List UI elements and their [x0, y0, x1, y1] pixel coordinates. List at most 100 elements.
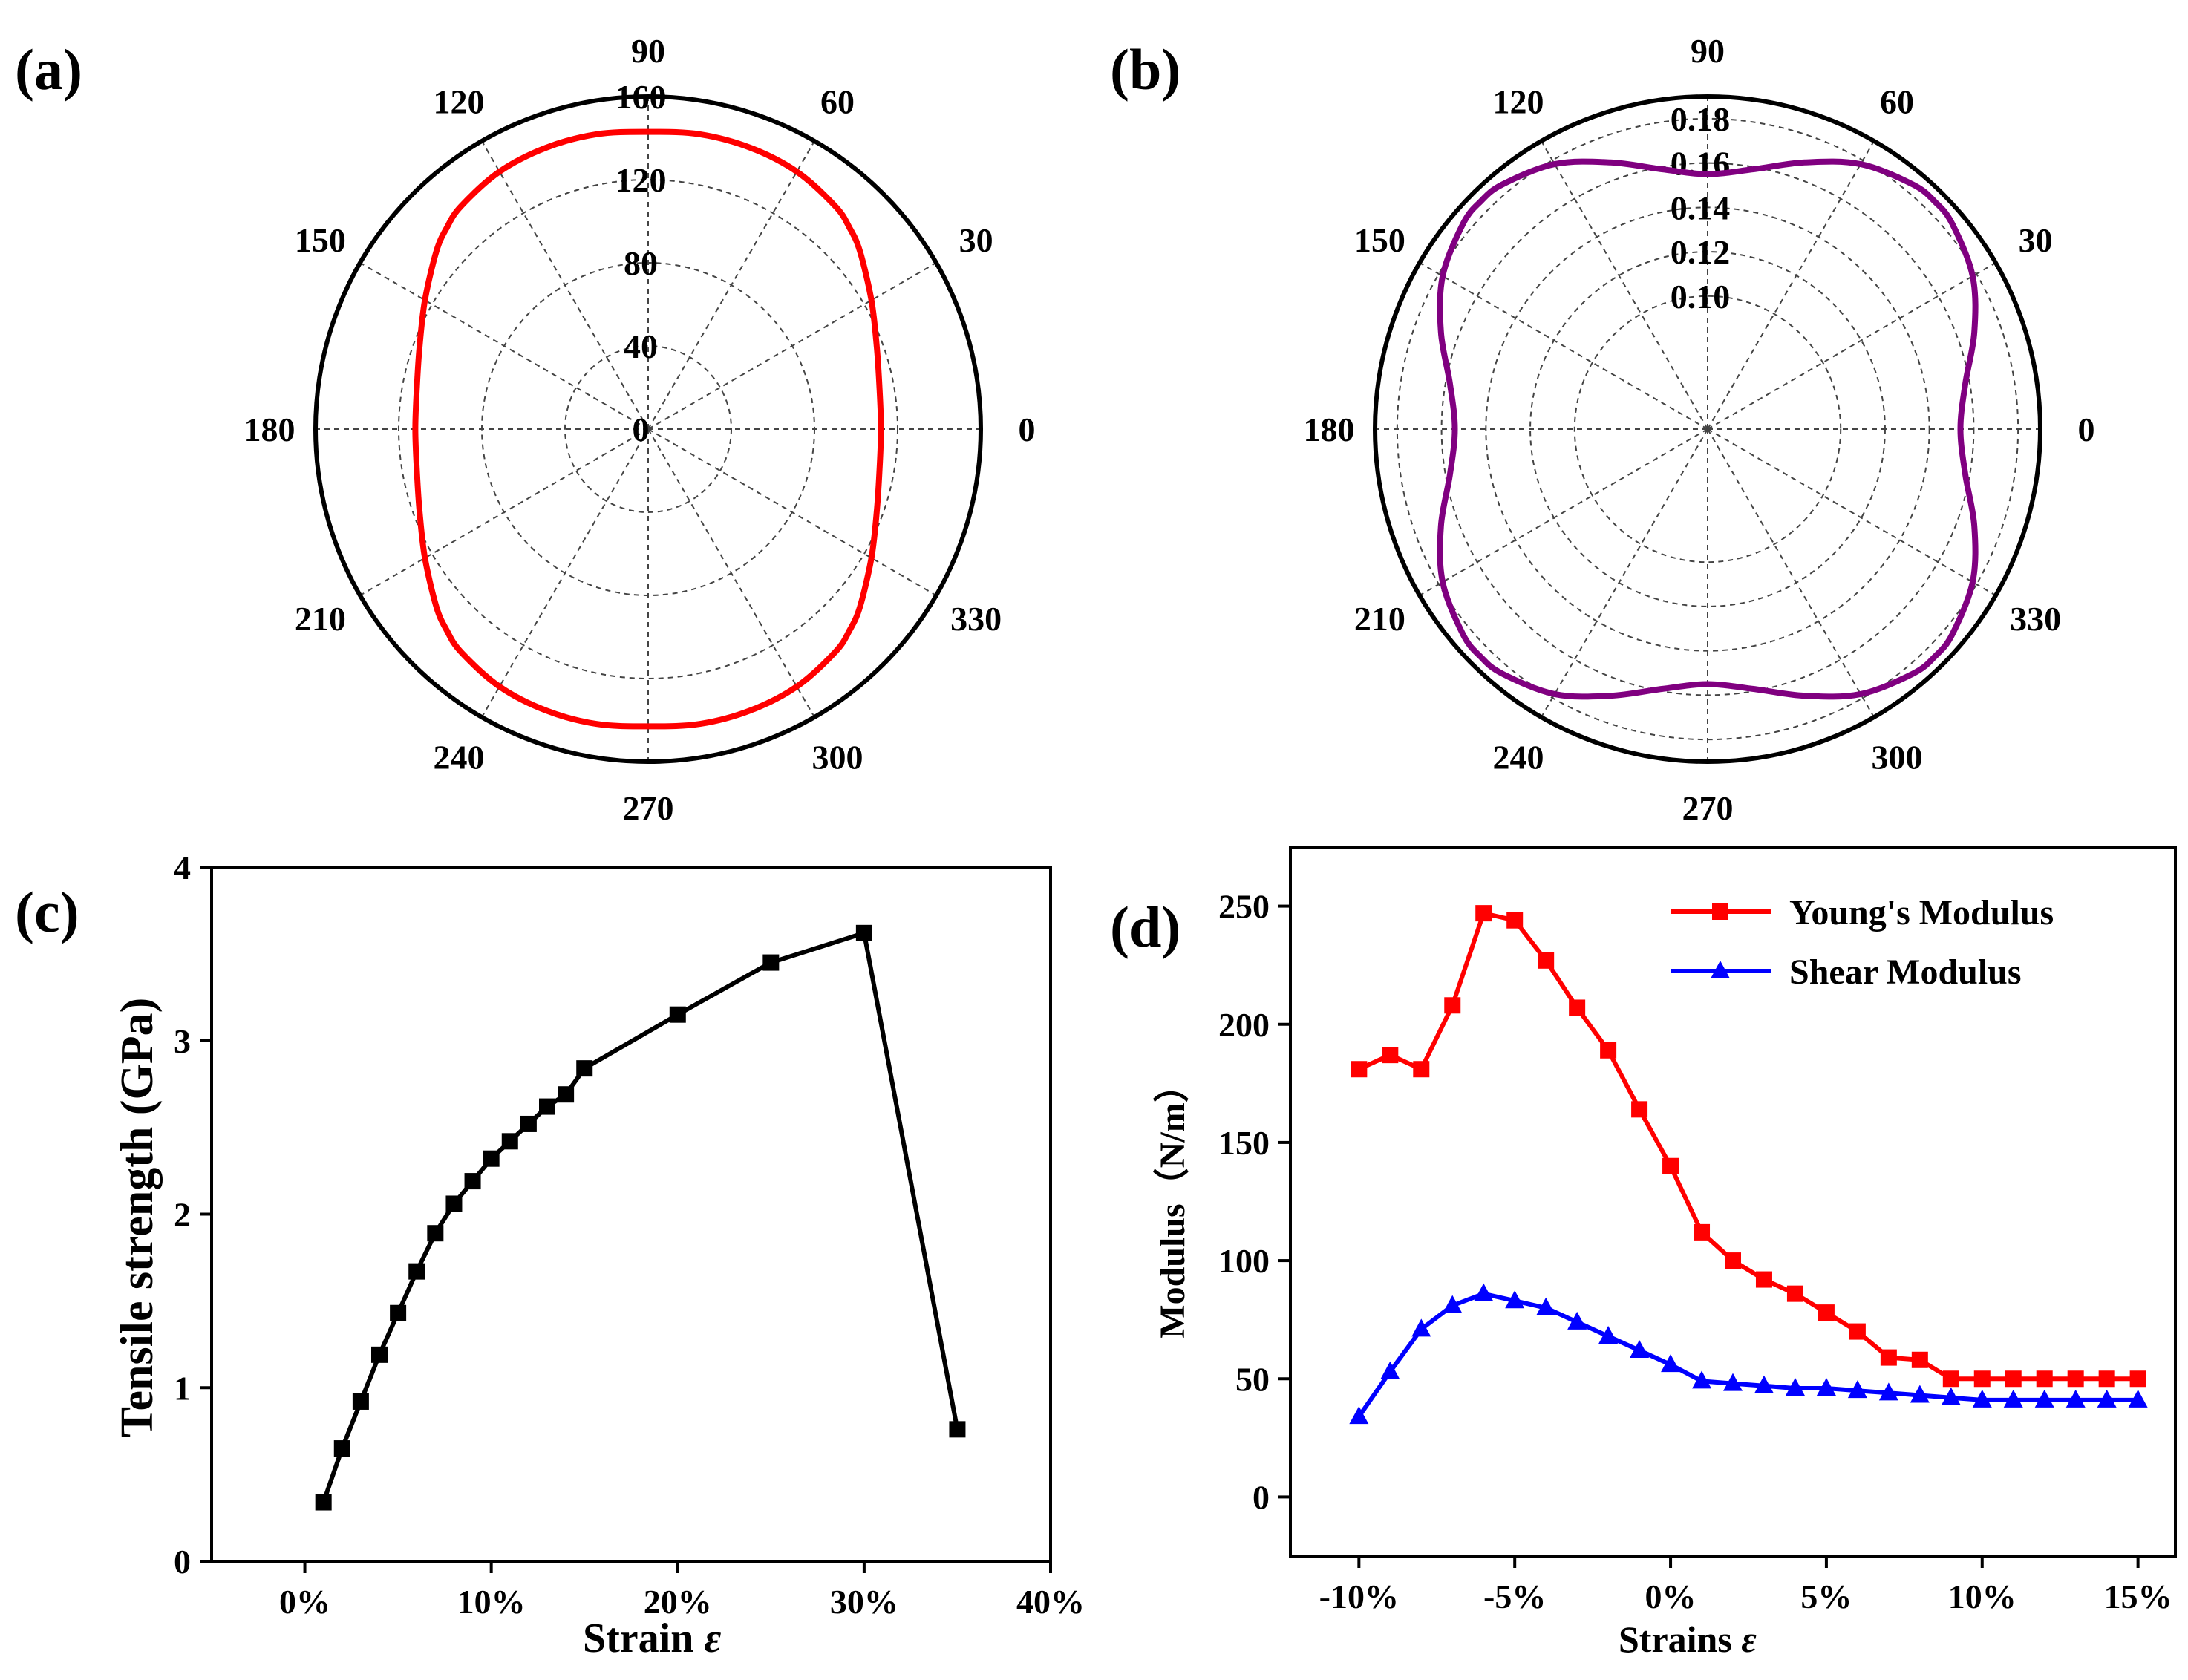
line-chart-d: -10% -5% 0% 5% 10% 15% 0 50 100 150 200 250 Strains … [1153, 846, 2177, 1660]
data-point-triangle [1536, 1297, 1556, 1315]
polar-angle-label: 210 [295, 600, 346, 638]
x-axis-label: Strains ε [1619, 1618, 1757, 1660]
data-point-triangle [1380, 1361, 1400, 1379]
data-point-square [371, 1346, 388, 1363]
data-point-triangle [1443, 1295, 1463, 1313]
x-axis-label: Strain ε [583, 1615, 721, 1661]
data-point-triangle [2003, 1389, 2023, 1408]
polar-spoke [359, 262, 649, 430]
data-point-square [1662, 1157, 1679, 1174]
polar-spoke [1707, 428, 1875, 718]
polar-spoke [1419, 262, 1708, 430]
data-point-square [1694, 1223, 1711, 1241]
data-point-triangle [1847, 1380, 1867, 1399]
data-point-triangle [1972, 1389, 1992, 1408]
data-point-square [669, 1006, 686, 1023]
polar-angle-label: 0 [1019, 411, 1036, 448]
panel-label-c: (c) [15, 880, 79, 944]
polar-angle-label: 60 [820, 82, 855, 120]
data-point-triangle [1723, 1373, 1743, 1391]
polar-angle-label: 90 [1691, 32, 1725, 70]
line-chart-c: 0% 10% 20% 30% 40% 0 1 2 3 4 Strain ε Tensile stren… [112, 849, 1085, 1661]
polar-spoke [647, 140, 815, 430]
data-point-triangle [1411, 1318, 1431, 1337]
y-axis-label: Modulus（N/m） [1153, 1067, 1192, 1338]
x-axis-label-text: Strains [1619, 1618, 1741, 1660]
x-tick-label: 10% [457, 1583, 526, 1621]
panel-label-d: (d) [1110, 895, 1180, 959]
plot-frame [1289, 846, 2177, 1558]
data-point-square [1911, 1351, 1928, 1368]
polar-spoke [1541, 428, 1708, 718]
data-point-square [1631, 1101, 1648, 1118]
data-point-square [2067, 1370, 2084, 1388]
data-point-square [1786, 1285, 1803, 1302]
x-tick-label: -5% [1483, 1578, 1546, 1615]
data-point-square [445, 1195, 463, 1212]
polar-spoke [1541, 140, 1708, 430]
polar-angle-label: 60 [1880, 82, 1914, 120]
polar-angle-label: 0 [2078, 411, 2095, 448]
data-point-triangle [1567, 1311, 1587, 1330]
data-point-square [576, 1060, 593, 1077]
y-tick-label: 0 [174, 1543, 191, 1581]
x-tick-label: -10% [1319, 1578, 1399, 1615]
polar-spoke [481, 140, 649, 430]
polar-grid-circle [1485, 206, 1930, 652]
polar-angle-label: 180 [1304, 411, 1355, 448]
x-axis-label-symbol: ε [704, 1615, 721, 1661]
data-point-square [483, 1150, 500, 1167]
y-tick-label: 250 [1218, 888, 1270, 926]
x-axis-label-text: Strain [583, 1615, 704, 1661]
data-point-square [1506, 912, 1524, 929]
polar-spoke [1419, 428, 1708, 596]
polar-angle-label: 330 [2010, 600, 2061, 638]
data-point-triangle [1349, 1406, 1369, 1425]
y-tick-label: 50 [1235, 1360, 1270, 1398]
data-point-square [464, 1173, 481, 1190]
polar-radial-label: 0.12 [1671, 233, 1731, 271]
data-point-square [1818, 1304, 1835, 1321]
polar-angle-label: 270 [623, 789, 674, 827]
data-point-triangle [1661, 1354, 1681, 1373]
data-point-triangle [2034, 1389, 2054, 1408]
panel-label-a: (a) [15, 37, 82, 102]
polar-spoke [647, 428, 937, 596]
y-tick-label: 4 [174, 849, 191, 886]
polar-angle-label: 150 [295, 221, 346, 259]
data-point-triangle [1816, 1377, 1836, 1396]
data-point-square [762, 954, 780, 971]
data-point-square [539, 1098, 555, 1115]
data-point-triangle [2065, 1389, 2086, 1408]
data-point-square [520, 1115, 537, 1132]
data-point-square [1973, 1370, 1991, 1388]
data-point-square [1444, 997, 1461, 1014]
polar-grid-circle [1573, 295, 1842, 563]
y-axis-label: Tensile strength (GPa) [112, 998, 163, 1437]
polar-outer-circle [313, 94, 983, 764]
data-point-triangle [1754, 1375, 1774, 1393]
polar-grid-circle [1440, 162, 1975, 696]
y-tick-label: 200 [1218, 1006, 1270, 1044]
data-point-square [501, 1133, 518, 1150]
x-tick-label: 10% [1948, 1578, 2016, 1615]
legend-label: Shear Modulus [1789, 952, 2022, 992]
polar-angle-label: 150 [1354, 221, 1405, 259]
data-point-square [390, 1304, 407, 1321]
x-tick-label: 20% [644, 1583, 712, 1621]
polar-angle-label: 30 [959, 221, 993, 259]
polar-spoke [359, 428, 649, 596]
data-point-square [1382, 1047, 1399, 1064]
polar-radial-label: 40 [624, 327, 658, 365]
polar-radial-label: 160 [615, 78, 667, 116]
data-point-square [1569, 999, 1586, 1016]
y-tick-label: 100 [1218, 1242, 1270, 1280]
data-point-square [2005, 1370, 2022, 1388]
data-point-triangle [1910, 1385, 1930, 1403]
data-point-square [2098, 1370, 2115, 1388]
polar-radial-label: 0.18 [1671, 100, 1731, 138]
data-point-triangle [1878, 1382, 1898, 1401]
data-point-square [1413, 1061, 1430, 1078]
legend-marker-square [1712, 903, 1728, 920]
polar-angle-label: 330 [950, 600, 1002, 638]
